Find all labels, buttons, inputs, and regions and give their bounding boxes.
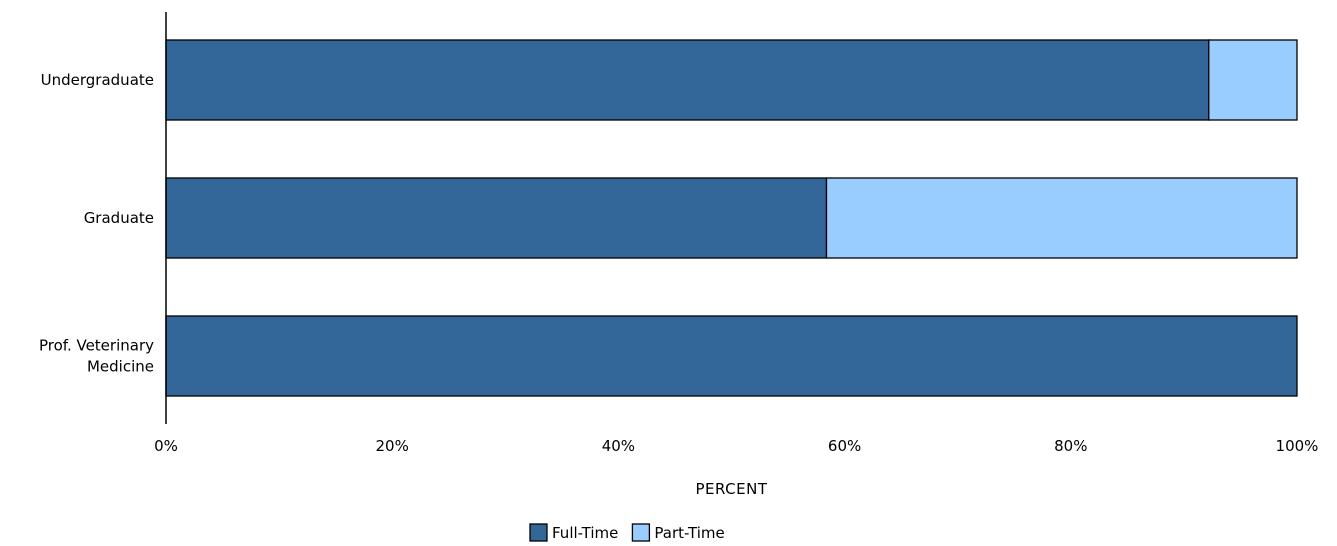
x-tick-label: 100% xyxy=(1276,437,1319,455)
bars-layer xyxy=(165,39,1298,397)
category-label: Prof. Veterinary Medicine xyxy=(39,337,154,376)
category-label: Graduate xyxy=(84,209,154,227)
bar-full-time-prof-veterinary-medicine xyxy=(165,315,1298,397)
x-tick-label: 80% xyxy=(1054,437,1087,455)
x-tick-labels: 0% 20% 40% 60% 80% 100% xyxy=(154,437,1318,455)
category-label: Undergraduate xyxy=(41,71,154,89)
legend-swatch-part-time xyxy=(631,523,651,542)
legend-swatch-full-time xyxy=(529,523,548,542)
bar-part-time-graduate xyxy=(825,177,1298,259)
x-tick-label: 20% xyxy=(376,437,409,455)
bar-full-time-undergraduate xyxy=(165,39,1210,121)
x-tick-label: 40% xyxy=(602,437,635,455)
legend: Full-Time Part-Time xyxy=(529,523,725,542)
x-tick-label: 60% xyxy=(828,437,861,455)
bar-full-time-graduate xyxy=(165,177,828,259)
x-tick-label: 0% xyxy=(154,437,178,455)
x-axis-title: PERCENT xyxy=(695,480,767,498)
legend-label: Part-Time xyxy=(654,524,724,542)
bar-part-time-undergraduate xyxy=(1208,39,1298,121)
legend-label: Full-Time xyxy=(552,524,618,542)
category-labels: Undergraduate Graduate Prof. Veterinary Med… xyxy=(39,71,154,376)
